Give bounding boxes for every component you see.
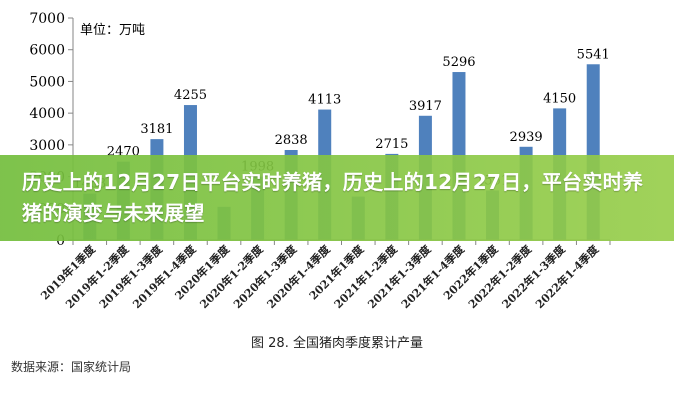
data-label: 5296 <box>442 55 475 70</box>
data-label: 4255 <box>174 88 207 103</box>
title-banner: 历史上的12月27日平台实时养猪，历史上的12月27日，平台实时养猪的演变与未来… <box>0 155 674 241</box>
y-tick-label: 0 <box>56 233 65 249</box>
y-tick-label: 4000 <box>29 106 65 122</box>
y-tick-label: 6000 <box>29 43 65 59</box>
data-label: 4113 <box>308 93 341 108</box>
y-tick-label: 7000 <box>29 11 65 27</box>
data-label: 3917 <box>409 99 442 114</box>
data-label: 3181 <box>140 122 173 137</box>
figure-caption: 图 28. 全国猪肉季度累计产量 <box>251 336 423 351</box>
data-label: 2715 <box>375 137 408 152</box>
data-label: 2939 <box>510 130 543 145</box>
banner-title: 历史上的12月27日平台实时养猪，历史上的12月27日，平台实时养猪的演变与未来… <box>22 170 644 225</box>
data-source: 数据来源：国家统计局 <box>11 360 132 374</box>
data-label: 5541 <box>577 47 610 62</box>
x-axis: 2019年1季度2019年1-2季度2019年1-3季度2019年1-4季度20… <box>38 239 611 311</box>
data-label: 2838 <box>275 133 308 148</box>
unit-label: 单位：万吨 <box>80 23 145 38</box>
y-tick-label: 5000 <box>29 74 65 90</box>
y-tick-label: 3000 <box>29 138 65 154</box>
data-label: 4150 <box>543 91 576 106</box>
